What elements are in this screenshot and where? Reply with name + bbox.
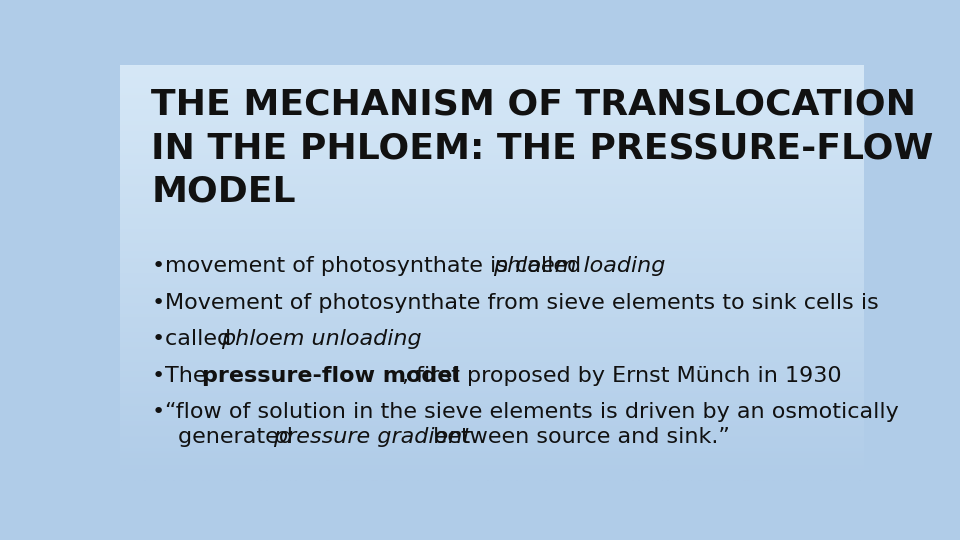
Text: MODEL: MODEL [152, 175, 296, 209]
Text: •: • [152, 256, 164, 276]
Text: pressure-flow model: pressure-flow model [203, 366, 461, 386]
Text: , first proposed by Ernst Münch in 1930: , first proposed by Ernst Münch in 1930 [402, 366, 842, 386]
Text: “flow of solution in the sieve elements is driven by an osmotically: “flow of solution in the sieve elements … [165, 402, 899, 422]
Text: generated: generated [178, 427, 300, 447]
Text: phloem loading: phloem loading [492, 256, 665, 276]
Text: •: • [152, 293, 164, 313]
Text: •: • [152, 366, 164, 386]
Text: Movement of photosynthate from sieve elements to sink cells is: Movement of photosynthate from sieve ele… [165, 293, 878, 313]
Text: The: The [165, 366, 213, 386]
Text: IN THE PHLOEM: THE PRESSURE-FLOW: IN THE PHLOEM: THE PRESSURE-FLOW [152, 131, 934, 165]
Text: •: • [152, 402, 164, 422]
Text: movement of photosynthate is called: movement of photosynthate is called [165, 256, 588, 276]
Text: THE MECHANISM OF TRANSLOCATION: THE MECHANISM OF TRANSLOCATION [152, 87, 916, 122]
Text: •: • [152, 329, 164, 349]
Text: pressure gradient: pressure gradient [273, 427, 470, 447]
Text: phloem unloading: phloem unloading [222, 329, 422, 349]
Text: between source and sink.”: between source and sink.” [426, 427, 730, 447]
Text: called: called [165, 329, 238, 349]
